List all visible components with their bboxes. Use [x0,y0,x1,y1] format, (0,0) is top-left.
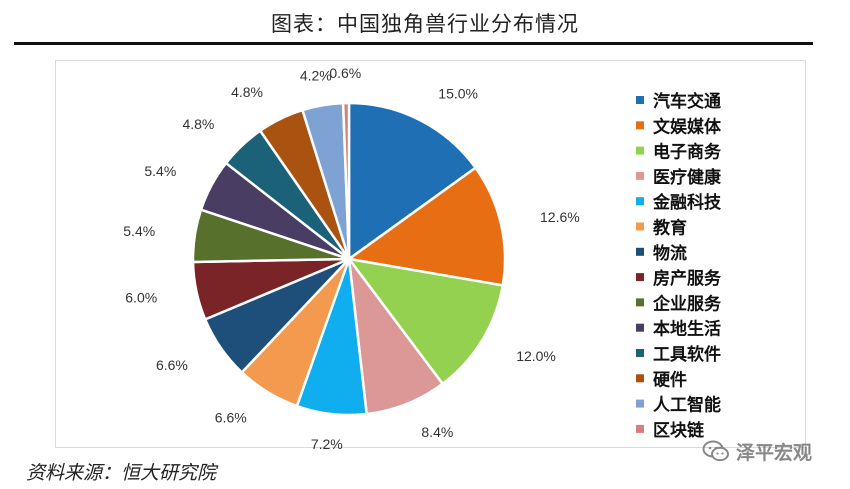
pie-slice-14 [341,101,351,260]
data-label-12: 4.8% [231,84,263,100]
legend-swatch-5 [636,197,644,206]
legend-swatch-10 [636,323,644,332]
data-label-10: 5.4% [144,163,176,179]
legend-swatch-4 [636,171,644,180]
chart-title: 图表：中国独角兽行业分布情况 [271,12,579,36]
legend-label-8: 房产服务 [653,268,722,289]
legend-swatch-11 [636,349,644,357]
legend-label-11: 工具软件 [653,344,721,365]
pie-slice-2 [345,166,507,287]
legend-label-3: 电子商务 [653,142,722,163]
legend-swatch-8 [636,273,644,282]
data-label-6: 6.6% [215,410,247,426]
legend-swatch-9 [636,298,644,307]
watermark-text: 泽平宏观 [736,441,813,464]
legend-label-4: 医疗健康 [653,167,722,188]
legend-label-14: 区块链 [653,420,705,441]
legend-swatch-7 [636,247,644,256]
pie-slice-1 [347,101,478,262]
legend-swatch-13 [636,399,644,408]
source-note: 资料来源：恒大研究院 [26,462,217,484]
data-label-14: 0.6% [329,65,361,81]
title-rule [14,42,813,45]
legend-swatch-1 [636,96,644,104]
data-label-8: 6.0% [125,289,157,305]
legend-swatch-3 [636,146,644,155]
pie-slice-3 [346,257,505,386]
legend-label-5: 金融科技 [652,192,722,213]
data-label-4: 8.4% [421,424,453,440]
wechat-icon [702,440,729,462]
data-label-2: 12.6% [540,209,580,225]
legend-label-9: 企业服务 [652,293,722,314]
legend-swatch-2 [636,121,644,130]
legend-swatch-14 [636,424,644,433]
legend-swatch-12 [636,374,644,383]
legend-label-7: 物流 [653,243,687,264]
legend-label-2: 文娱媒体 [653,116,722,137]
data-label-5: 7.2% [311,436,343,452]
legend: 汽车交通文娱媒体电子商务医疗健康金融科技教育物流房产服务企业服务本地生活工具软件… [636,91,722,441]
data-label-11: 4.8% [182,116,214,132]
legend-swatch-6 [636,222,644,231]
data-label-1: 15.0% [438,85,478,101]
legend-label-10: 本地生活 [653,319,721,340]
data-label-7: 6.6% [156,357,188,373]
data-label-3: 12.0% [516,348,556,364]
data-label-13: 4.2% [300,68,332,84]
legend-label-12: 硬件 [653,369,687,390]
legend-label-13: 人工智能 [653,395,721,416]
legend-label-1: 汽车交通 [653,91,721,112]
watermark: 泽平宏观 [702,438,812,464]
legend-label-6: 教育 [652,218,687,239]
data-label-9: 5.4% [123,223,155,239]
